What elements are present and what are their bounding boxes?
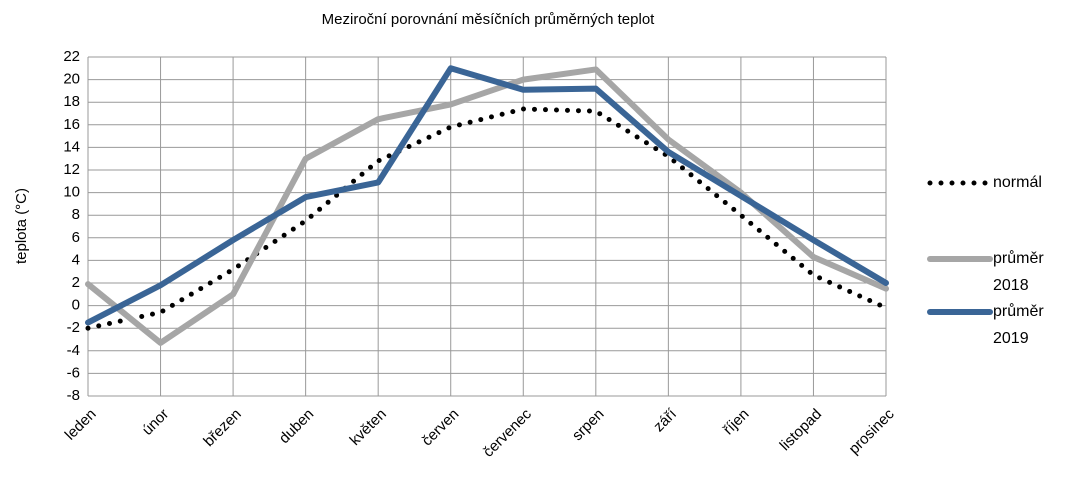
y-tick-label: 2 xyxy=(72,274,80,291)
x-tick-label: červen xyxy=(418,406,462,450)
y-tick-label: -2 xyxy=(67,319,80,336)
y-axis-label: teplota (°C) xyxy=(13,188,30,264)
y-tick-label: 4 xyxy=(72,251,80,268)
y-tick-label: 16 xyxy=(63,116,80,133)
line-series xyxy=(85,65,889,326)
x-tick-label: květen xyxy=(347,406,390,449)
x-tick-label: prosinec xyxy=(846,405,898,457)
y-tick-label: -6 xyxy=(67,364,80,381)
line-series xyxy=(85,66,889,346)
x-tick-label: říjen xyxy=(720,406,753,439)
legend-label: normál xyxy=(993,174,1042,191)
x-tick-label: září xyxy=(650,405,680,435)
y-tick-label: 6 xyxy=(72,229,80,246)
y-tick-label: 12 xyxy=(63,161,80,178)
x-tick-label: únor xyxy=(139,406,172,439)
y-tick-label: 20 xyxy=(63,71,80,88)
y-tick-label: 0 xyxy=(72,297,80,314)
x-tick-label: duben xyxy=(276,406,318,448)
y-tick-label: 22 xyxy=(63,48,80,65)
x-tick-label: srpen xyxy=(569,406,608,445)
x-tick-label: červenec xyxy=(480,405,535,460)
legend-label: průměr 2019 xyxy=(993,303,1044,347)
y-tick-label: 14 xyxy=(63,138,80,155)
y-tick-label: 18 xyxy=(63,93,80,110)
x-tick-label: listopad xyxy=(777,406,826,455)
x-tick-label: březen xyxy=(200,406,244,450)
x-tick-label: leden xyxy=(62,406,100,444)
y-tick-label: 10 xyxy=(63,184,80,201)
y-tick-label: -4 xyxy=(67,342,80,359)
y-tick-label: 8 xyxy=(72,206,80,223)
line-series xyxy=(85,106,889,331)
legend-label: průměr 2018 xyxy=(993,250,1044,294)
y-tick-label: -8 xyxy=(67,387,80,404)
chart-title: Meziroční porovnání měsíčních průměrných… xyxy=(322,11,655,28)
